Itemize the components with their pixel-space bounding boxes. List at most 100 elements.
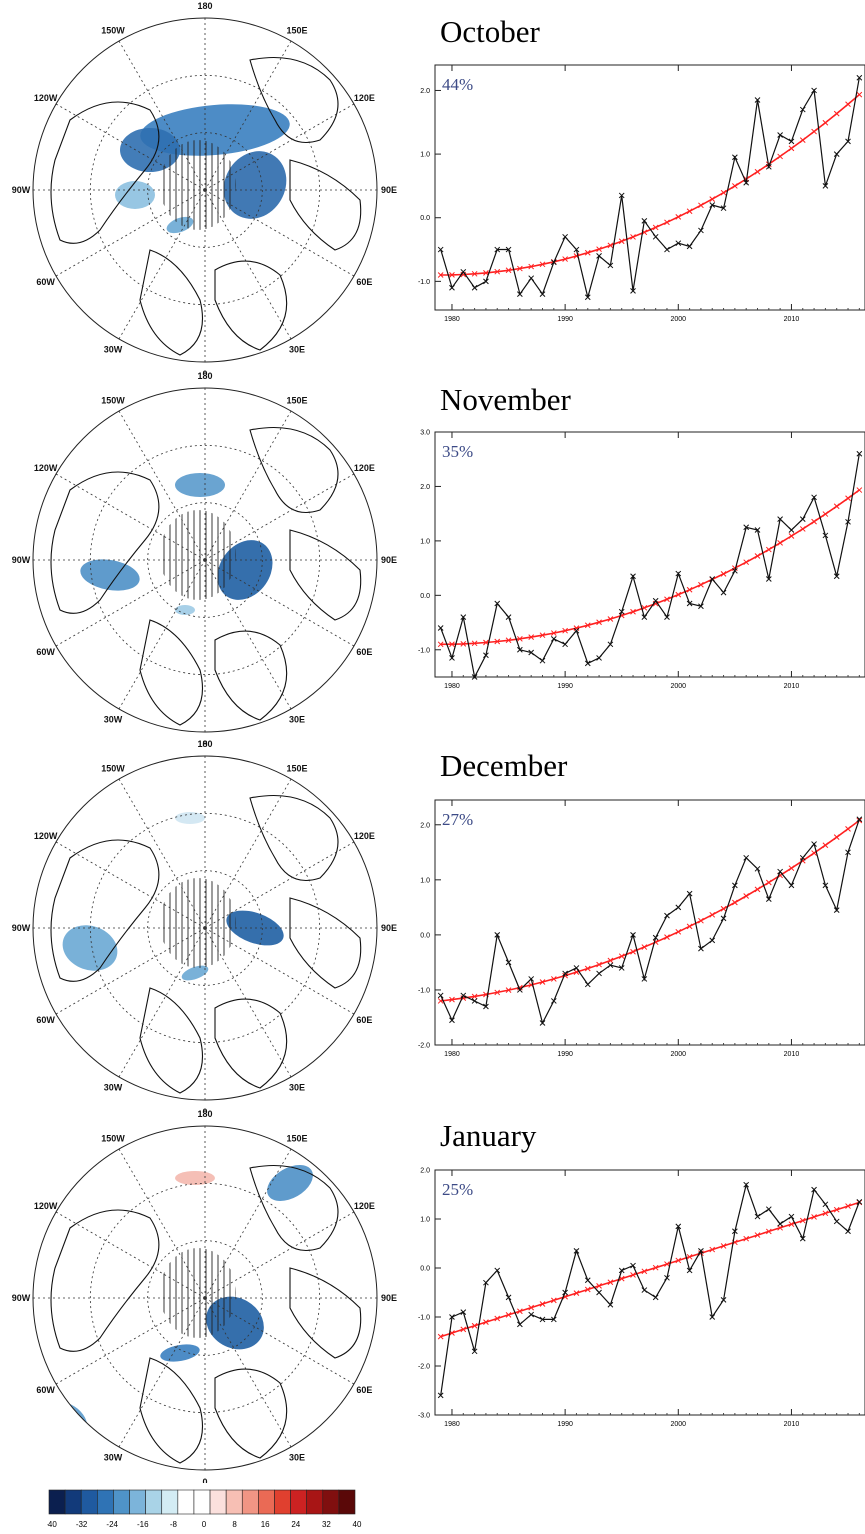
y-tick-label: 1.0 <box>420 538 430 545</box>
chart-title-october: October <box>440 14 540 49</box>
data-point <box>573 965 580 971</box>
variance-percent-label: 27% <box>442 810 473 829</box>
data-point <box>641 218 648 224</box>
trend-marker <box>845 101 851 108</box>
meridian-line <box>204 927 292 1078</box>
meridian-line <box>118 189 206 340</box>
data-point <box>505 246 512 253</box>
data-point <box>562 970 568 977</box>
x-tick-label: 1980 <box>444 1421 460 1428</box>
y-tick-label: 3.0 <box>420 430 430 437</box>
longitude-label: 30E <box>289 714 305 724</box>
data-point <box>584 660 591 667</box>
trend-marker <box>630 234 636 240</box>
latitude-circle <box>89 1182 321 1414</box>
variance-percent-label: 44% <box>442 75 473 94</box>
map-border <box>32 17 378 363</box>
anomaly-region <box>223 151 287 219</box>
meridian-line <box>204 410 292 561</box>
meridian-line <box>204 1211 355 1299</box>
trend-marker <box>777 153 783 160</box>
data-point <box>573 246 580 253</box>
data-point <box>483 1279 489 1286</box>
trend-marker <box>517 265 523 272</box>
trend-marker <box>686 208 693 215</box>
data-point <box>743 1181 750 1188</box>
x-tick-label: 2000 <box>671 1421 687 1428</box>
data-point <box>562 641 568 648</box>
data-point <box>811 841 817 847</box>
data-point <box>630 932 636 938</box>
trend-marker <box>517 1308 523 1315</box>
trend-marker <box>788 533 795 539</box>
data-point <box>675 240 682 247</box>
meridian-line <box>55 927 206 1015</box>
meridian-line <box>118 40 206 191</box>
trend-marker <box>765 1228 772 1235</box>
trend-marker <box>777 540 783 546</box>
data-point <box>449 1314 455 1320</box>
coastline <box>214 260 288 351</box>
data-point <box>845 138 851 145</box>
trend-marker <box>607 616 614 622</box>
y-tick-label: 0.0 <box>420 932 430 939</box>
trend-marker <box>596 1282 602 1289</box>
data-point <box>765 896 772 902</box>
data-point <box>550 259 557 266</box>
trend-marker <box>754 553 761 559</box>
colorbar-swatch <box>322 1489 340 1515</box>
chart-title-january: January <box>440 1118 537 1153</box>
data-point <box>686 890 693 897</box>
y-tick-label: 1.0 <box>420 1217 430 1224</box>
trend-marker <box>494 638 501 645</box>
time-series-chart-october: 1980 1990 2000 2010 -1.0 0.0 1.0 2.0 44% <box>418 64 865 323</box>
time-series-chart-november: 1980 1990 2000 2010 -1.0 0.0 1.0 2.0 3.0 35% <box>418 430 865 690</box>
data-point <box>437 1392 444 1399</box>
meridian-line <box>118 927 206 1078</box>
map-border <box>32 1125 378 1471</box>
trend-marker <box>698 202 704 209</box>
y-tick-label: 0.0 <box>420 1266 430 1273</box>
colorbar-swatch <box>274 1489 291 1515</box>
colorbar-tick-label: 8 <box>232 1520 237 1529</box>
coastline <box>214 630 288 721</box>
meridian-line <box>204 473 355 561</box>
data-point <box>539 291 546 297</box>
longitude-label: 90W <box>12 923 31 933</box>
anomaly-region <box>175 812 205 824</box>
meridian-line <box>204 189 292 340</box>
trend-marker <box>822 1210 829 1217</box>
longitude-label: 90E <box>381 185 397 195</box>
trend-marker <box>675 591 682 598</box>
trend-marker <box>754 168 761 175</box>
longitude-label: 0 <box>202 1107 207 1113</box>
data-point <box>483 1003 489 1010</box>
coastline <box>289 897 362 989</box>
data-point <box>517 646 523 653</box>
trend-marker <box>709 1246 716 1253</box>
x-tick-label: 1990 <box>557 683 573 690</box>
data-point <box>788 527 795 533</box>
significance-hatching <box>160 510 236 600</box>
trend-marker <box>822 842 829 849</box>
longitude-label: 30W <box>104 1452 123 1462</box>
polar-map-january: 180 150E 120E 90E 60E 30E 0 30W 60W 90W 120W 150W <box>12 1109 397 1483</box>
coastline <box>139 619 204 726</box>
data-point <box>641 614 648 620</box>
coastline <box>139 987 204 1094</box>
variance-percent-label: 35% <box>442 442 473 461</box>
trend-marker <box>833 110 840 117</box>
meridian-line <box>118 1297 206 1448</box>
x-tick-label: 2000 <box>671 683 687 690</box>
trend-marker <box>799 137 806 143</box>
trend-marker <box>449 996 455 1003</box>
meridian-line <box>204 927 355 1015</box>
data-point <box>652 597 659 604</box>
data-point <box>607 1301 614 1308</box>
longitude-label: 150W <box>101 26 125 36</box>
data-point <box>471 998 478 1004</box>
data-point <box>584 294 591 301</box>
trend-marker <box>856 91 863 98</box>
data-point <box>675 904 682 911</box>
colorbar-swatch <box>80 1489 98 1515</box>
